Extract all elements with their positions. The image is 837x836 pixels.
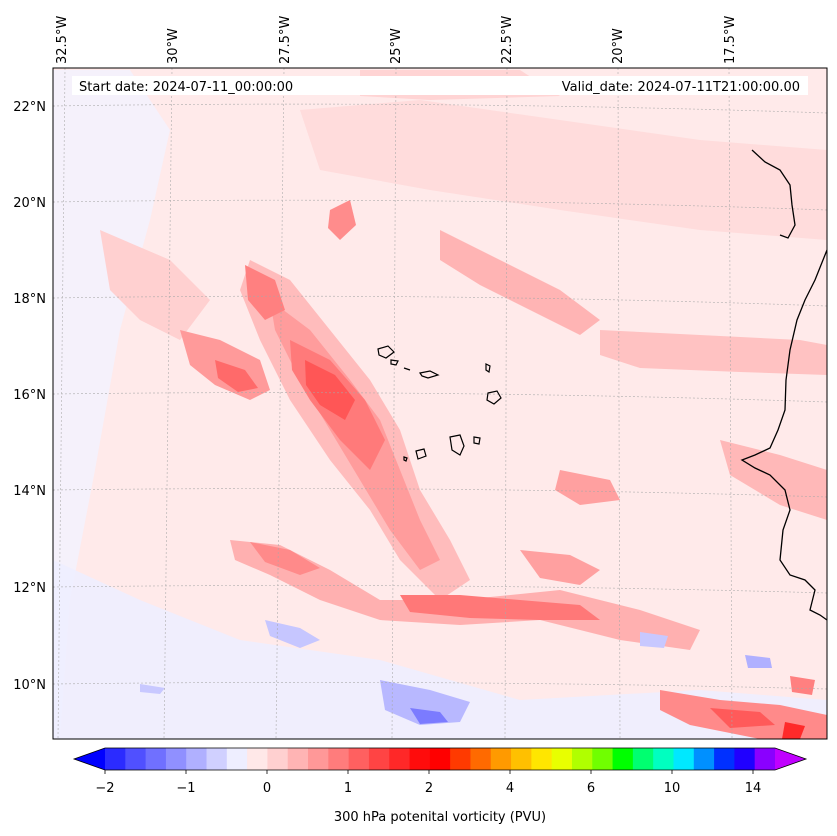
colorbar-tick-label: 2 xyxy=(425,781,433,796)
pv-field xyxy=(53,70,827,739)
lat-label: 16°N xyxy=(13,388,46,403)
colorbar-cell xyxy=(105,748,126,770)
map-frame xyxy=(52,67,828,740)
colorbar-tick-label: 14 xyxy=(745,781,762,796)
colorbar-cell xyxy=(551,748,573,770)
colorbar-cell xyxy=(490,748,512,770)
colorbar-cell xyxy=(673,748,695,770)
lon-label: 25°W xyxy=(389,28,404,64)
colorbar-cell xyxy=(409,748,431,770)
longitude-labels: 32.5°W 30°W 27.5°W 25°W 22.5°W 20°W 17.5… xyxy=(55,16,738,64)
colorbar-cell xyxy=(308,748,329,770)
colorbar-tick-label: −2 xyxy=(95,781,114,796)
colorbar-cell xyxy=(632,748,654,770)
colorbar-cell xyxy=(734,748,756,770)
colorbar-ticks xyxy=(104,770,754,774)
lon-label: 27.5°W xyxy=(278,16,293,64)
colorbar-cell xyxy=(511,748,532,770)
lon-label: 17.5°W xyxy=(723,16,738,64)
info-box xyxy=(72,76,808,95)
lon-label: 22.5°W xyxy=(500,16,515,64)
colorbar-tick-label: 0 xyxy=(263,781,271,796)
colorbar-cell xyxy=(754,748,776,770)
colorbar-tick-label: 10 xyxy=(664,781,681,796)
colorbar-tick-label: 6 xyxy=(587,781,595,796)
colorbar-cell xyxy=(368,748,390,770)
lat-label: 10°N xyxy=(13,678,46,693)
lon-label: 30°W xyxy=(166,28,181,64)
colorbar-cell xyxy=(531,748,553,770)
lon-label: 20°W xyxy=(611,28,626,64)
colorbar-tick-label: −1 xyxy=(176,781,195,796)
colorbar-title: 300 hPa potenital vorticity (PVU) xyxy=(334,810,546,825)
colorbar-tick-labels: −2 −1 0 1 2 4 6 10 14 xyxy=(95,781,761,796)
colorbar-tick-label: 1 xyxy=(344,781,352,796)
coastline xyxy=(740,149,827,621)
lat-label: 22°N xyxy=(13,100,46,115)
lat-label: 20°N xyxy=(13,196,46,211)
latitude-labels: 22°N 20°N 18°N 16°N 14°N 12°N 10°N xyxy=(13,100,46,693)
cape-verde-islands xyxy=(377,345,502,462)
colorbar-cell xyxy=(348,748,370,770)
colorbar-cell xyxy=(612,748,634,770)
colorbar: −2 −1 0 1 2 4 6 10 14 300 hPa potenital … xyxy=(72,747,808,825)
colorbar-cell xyxy=(328,748,350,770)
colorbar-cell xyxy=(592,748,614,770)
colorbar-cell xyxy=(145,748,167,770)
colorbar-cell xyxy=(571,748,593,770)
colorbar-cell xyxy=(693,748,715,770)
map-panel: Start date: 2024-07-11_00:00:00 Valid_da… xyxy=(53,68,827,739)
colorbar-cell xyxy=(450,748,472,770)
start-date-label: Start date: 2024-07-11_00:00:00 xyxy=(79,80,293,95)
colorbar-cells xyxy=(105,748,776,770)
lat-label: 18°N xyxy=(13,292,46,307)
colorbar-cell xyxy=(267,748,289,770)
lat-label: 14°N xyxy=(13,484,46,499)
colorbar-cell xyxy=(470,748,492,770)
valid-date-label: Valid_date: 2024-07-11T21:00:00.00 xyxy=(562,80,800,95)
colorbar-cell xyxy=(206,748,228,770)
colorbar-cell xyxy=(165,748,187,770)
lon-label: 32.5°W xyxy=(55,16,70,64)
colorbar-cell xyxy=(653,748,675,770)
colorbar-cell xyxy=(125,748,147,770)
colorbar-cell xyxy=(429,748,451,770)
colorbar-cell xyxy=(226,748,248,770)
colorbar-cell xyxy=(247,748,269,770)
colorbar-cell xyxy=(714,748,735,770)
colorbar-cell xyxy=(287,748,309,770)
lat-label: 12°N xyxy=(13,581,46,596)
colorbar-cell xyxy=(186,748,208,770)
colorbar-cell xyxy=(389,748,411,770)
colorbar-tick-label: 4 xyxy=(506,781,514,796)
colorbar-extend-right xyxy=(775,748,806,770)
colorbar-extend-left xyxy=(74,748,105,770)
